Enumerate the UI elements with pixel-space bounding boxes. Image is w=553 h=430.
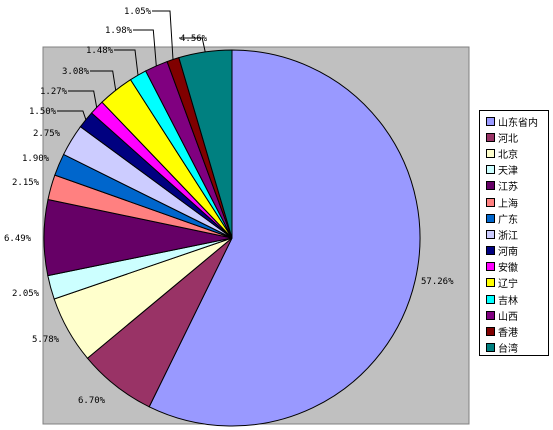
legend: 山东省内河北北京天津江苏上海广东浙江河南安徽辽宁吉林山西香港台湾 bbox=[479, 110, 549, 356]
legend-swatch bbox=[486, 343, 495, 353]
legend-swatch bbox=[486, 148, 495, 158]
data-label: 1.90% bbox=[22, 154, 50, 164]
pie-slice bbox=[148, 49, 421, 427]
leader-line bbox=[179, 37, 206, 53]
data-labels: 57.26% 6.70% 5.78% 2.05% 6.49% 2.15% 1.90% 2.75… bbox=[4, 7, 454, 406]
leader-lines bbox=[57, 10, 206, 120]
legend-label: 山西 bbox=[498, 311, 518, 323]
leader-line bbox=[90, 70, 117, 91]
legend-swatch bbox=[486, 132, 495, 142]
legend-label: 广东 bbox=[498, 214, 518, 226]
legend-label: 北京 bbox=[498, 149, 518, 161]
legend-item: 广东 bbox=[486, 210, 548, 226]
legend-swatch bbox=[486, 310, 495, 320]
legend-item: 浙江 bbox=[486, 226, 548, 242]
legend-swatch bbox=[486, 278, 495, 288]
legend-item: 安徽 bbox=[486, 259, 548, 275]
leader-line bbox=[133, 29, 157, 66]
legend-label: 浙江 bbox=[498, 230, 518, 242]
legend-swatch bbox=[486, 165, 495, 175]
leader-line bbox=[114, 49, 139, 76]
legend-item: 江苏 bbox=[486, 178, 548, 194]
legend-swatch bbox=[486, 246, 495, 256]
legend-item: 上海 bbox=[486, 194, 548, 210]
legend-item: 辽宁 bbox=[486, 275, 548, 291]
data-label: 1.27% bbox=[40, 87, 68, 97]
pie-slice bbox=[178, 49, 233, 239]
legend-label: 吉林 bbox=[498, 295, 518, 307]
leader-line bbox=[152, 10, 174, 60]
data-label: 1.98% bbox=[105, 26, 133, 36]
legend-item: 吉林 bbox=[486, 291, 548, 307]
legend-item: 台湾 bbox=[486, 340, 548, 356]
legend-label: 河北 bbox=[498, 133, 518, 145]
pie-slices bbox=[43, 49, 421, 427]
data-label: 2.05% bbox=[12, 289, 40, 299]
legend-item: 香港 bbox=[486, 323, 548, 339]
data-label: 1.50% bbox=[29, 107, 57, 117]
legend-label: 辽宁 bbox=[498, 279, 518, 291]
data-label: 1.05% bbox=[124, 7, 152, 17]
data-label: 5.78% bbox=[32, 335, 60, 345]
leader-line bbox=[57, 110, 87, 120]
data-label: 2.75% bbox=[33, 129, 61, 139]
legend-label: 安徽 bbox=[498, 263, 518, 275]
legend-swatch bbox=[486, 229, 495, 239]
leader-line bbox=[68, 90, 98, 108]
legend-swatch bbox=[486, 213, 495, 223]
data-label: 2.15% bbox=[12, 178, 40, 188]
legend-item: 山西 bbox=[486, 307, 548, 323]
legend-item: 北京 bbox=[486, 145, 548, 161]
legend-label: 山东省内 bbox=[498, 117, 538, 129]
data-label: 3.08% bbox=[62, 67, 90, 77]
data-label: 4.56% bbox=[180, 34, 208, 44]
legend-item: 天津 bbox=[486, 162, 548, 178]
data-label: 1.48% bbox=[86, 46, 114, 56]
legend-label: 天津 bbox=[498, 166, 518, 178]
legend-swatch bbox=[486, 116, 495, 126]
legend-swatch bbox=[486, 294, 495, 304]
legend-label: 上海 bbox=[498, 198, 518, 210]
legend-swatch bbox=[486, 327, 495, 337]
data-label: 6.70% bbox=[78, 396, 106, 406]
legend-swatch bbox=[486, 181, 495, 191]
legend-item: 河北 bbox=[486, 129, 548, 145]
legend-label: 香港 bbox=[498, 328, 518, 340]
legend-item: 山东省内 bbox=[486, 113, 548, 129]
legend-swatch bbox=[486, 197, 495, 207]
legend-swatch bbox=[486, 262, 495, 272]
legend-label: 河南 bbox=[498, 247, 518, 259]
legend-item: 河南 bbox=[486, 243, 548, 259]
data-label: 6.49% bbox=[4, 234, 32, 244]
legend-label: 台湾 bbox=[498, 344, 518, 356]
data-label: 57.26% bbox=[421, 277, 454, 287]
legend-label: 江苏 bbox=[498, 182, 518, 194]
